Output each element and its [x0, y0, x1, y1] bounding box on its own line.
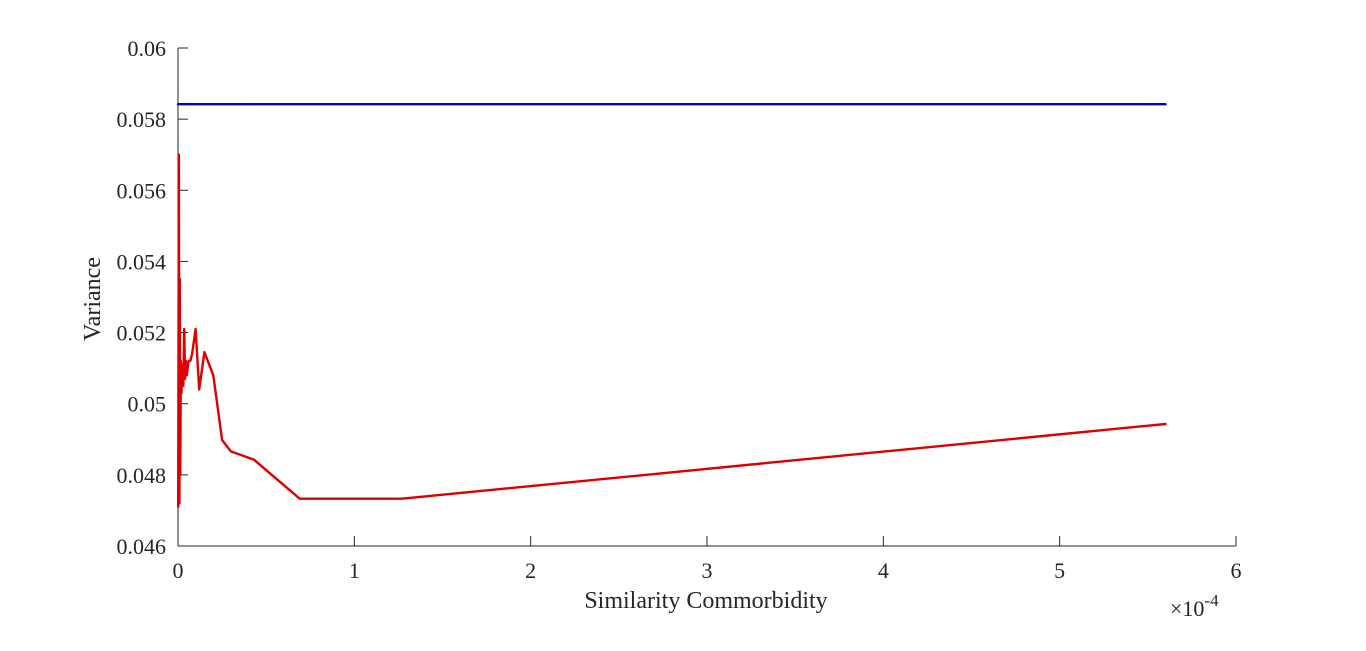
y-tick-label: 0.06 [128, 36, 167, 61]
y-tick-label: 0.05 [128, 392, 167, 417]
x-axis-title: Similarity Commorbidity [584, 588, 827, 614]
series-lines [176, 102, 1167, 509]
x-axis-exponent-power: -4 [1204, 591, 1219, 610]
y-tick-label: 0.046 [117, 534, 167, 559]
y-axis-title: Variance [80, 257, 106, 341]
x-tick-label: 6 [1231, 558, 1242, 583]
x-tick-label: 1 [349, 558, 360, 583]
x-tick-label: 0 [173, 558, 184, 583]
y-tick-label: 0.056 [117, 178, 167, 203]
axes: 0 1 2 3 4 5 6 0.046 0.048 0.05 0.052 0.054 0.056 0.05… [117, 36, 1242, 583]
series-line-2 [176, 153, 1167, 509]
x-tick-label: 3 [702, 558, 713, 583]
x-tick-label: 2 [525, 558, 536, 583]
axis-labels: Similarity Commorbidity Variance ×10-4 [80, 257, 1219, 621]
x-tick-label: 4 [878, 558, 889, 583]
y-tick-label: 0.058 [117, 107, 167, 132]
x-axis-exponent-label: ×10-4 [1170, 591, 1219, 621]
x-axis-exponent-base: ×10 [1170, 596, 1204, 621]
x-tick-label: 5 [1054, 558, 1065, 583]
y-tick-label: 0.054 [117, 249, 167, 274]
y-tick-label: 0.052 [117, 321, 167, 346]
y-tick-label: 0.048 [117, 463, 167, 488]
